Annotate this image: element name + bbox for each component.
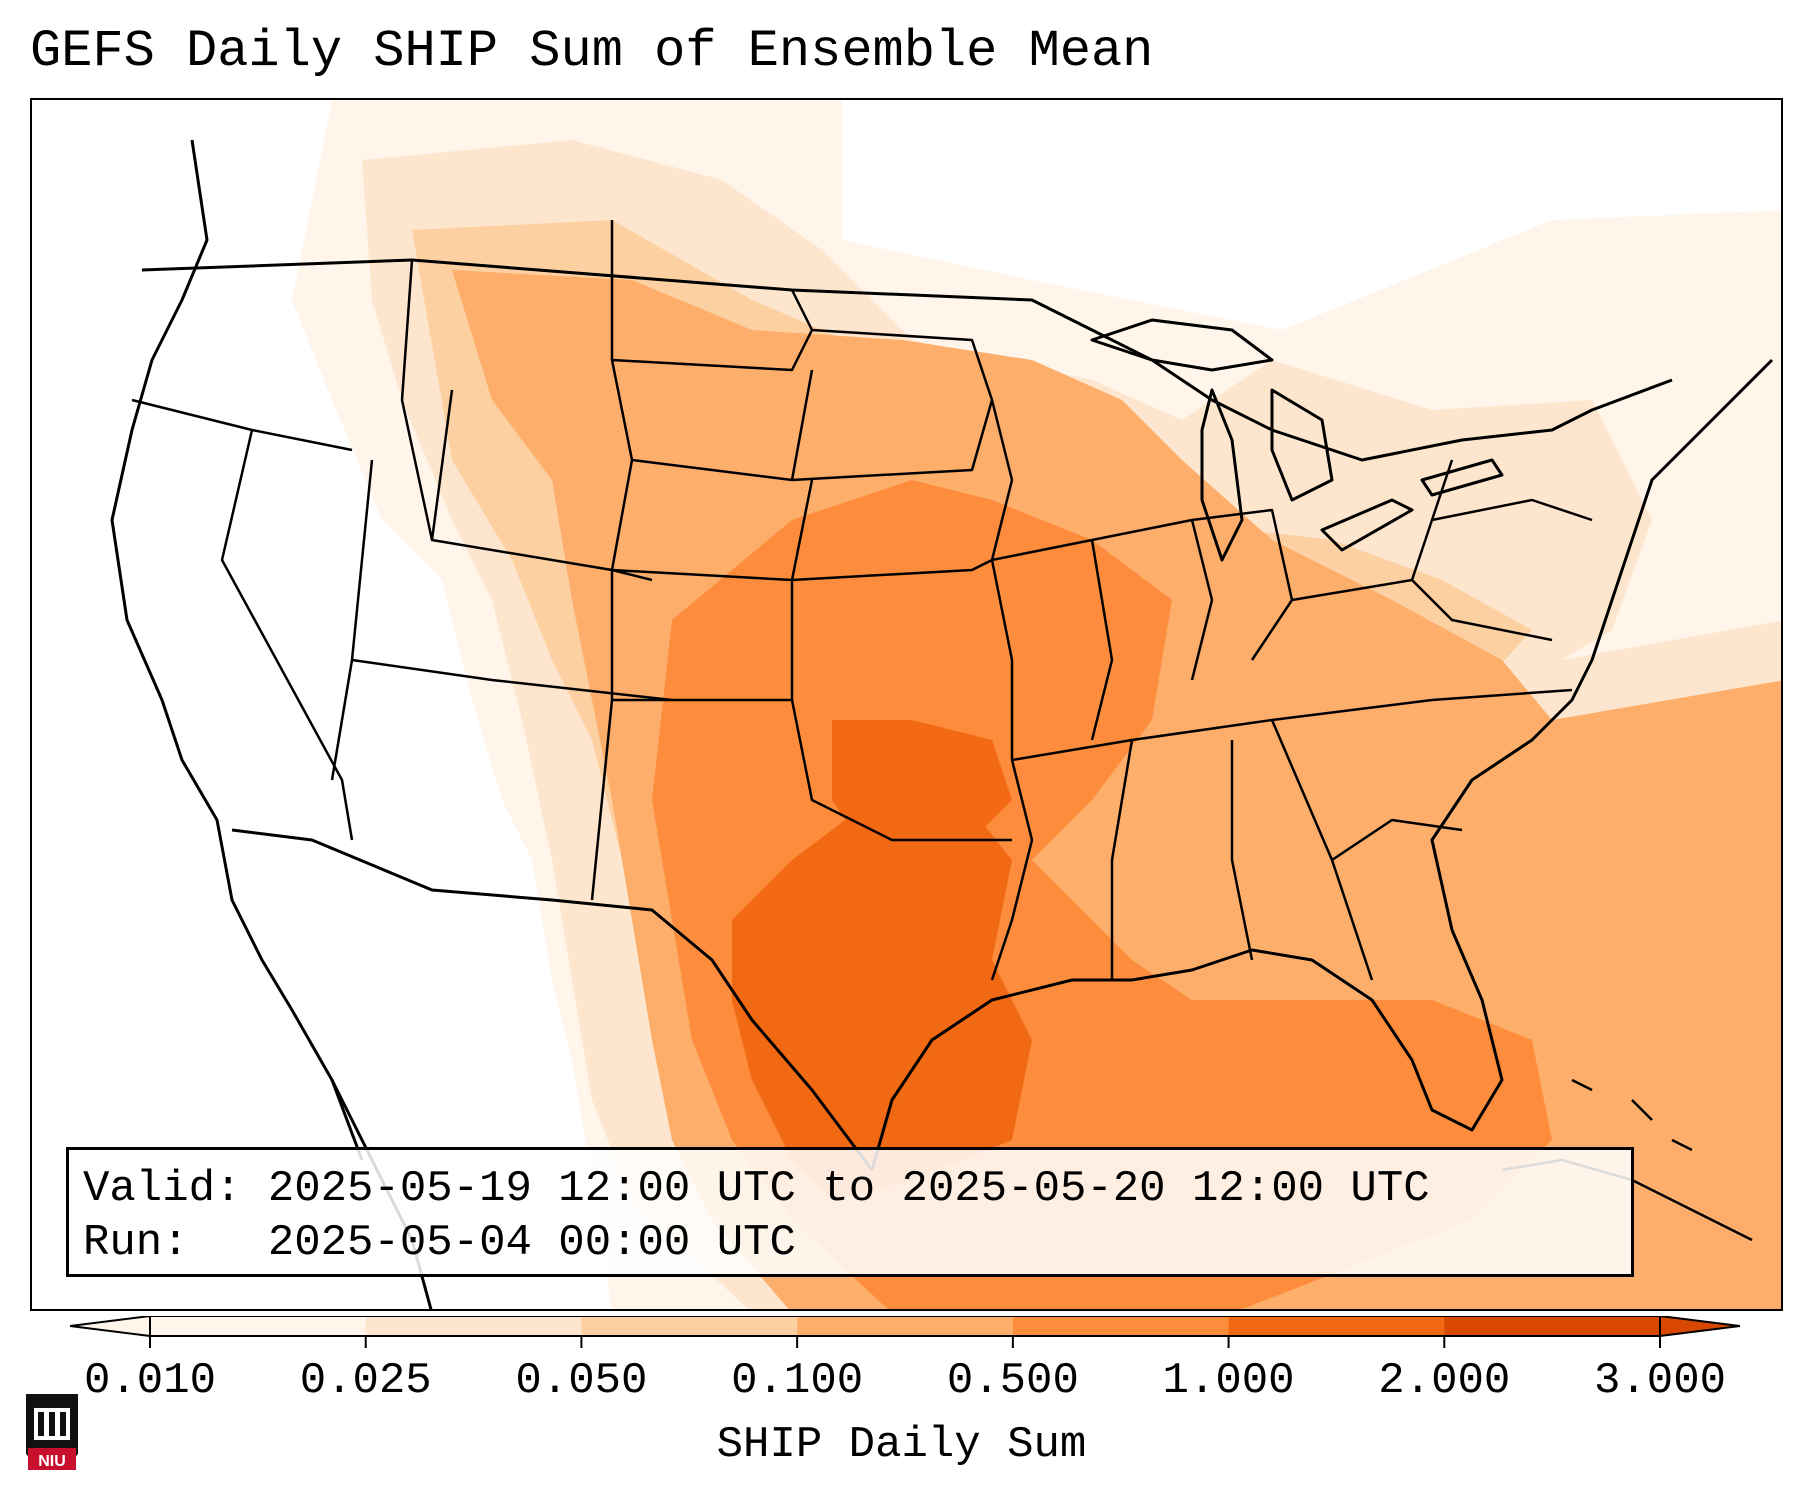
colorbar <box>70 1316 1740 1360</box>
colorbar-segment <box>150 1316 366 1336</box>
colorbar-extend-high <box>1660 1316 1740 1336</box>
colorbar-label: SHIP Daily Sum <box>0 1420 1803 1470</box>
colorbar-segments <box>150 1316 1661 1336</box>
colorbar-segment <box>366 1316 582 1336</box>
map-svg <box>32 100 1783 1311</box>
run-value: 2025-05-04 00:00 UTC <box>268 1218 796 1268</box>
map-title: GEFS Daily SHIP Sum of Ensemble Mean <box>30 22 1153 82</box>
colorbar-segment <box>581 1316 797 1336</box>
map-panel[interactable] <box>30 98 1783 1311</box>
colorbar-segment <box>797 1316 1013 1336</box>
ship-shading <box>292 100 1783 1311</box>
colorbar-extend-low <box>70 1316 150 1336</box>
valid-run-box: Valid: 2025-05-19 12:00 UTC to 2025-05-2… <box>66 1147 1634 1277</box>
valid-value: 2025-05-19 12:00 UTC to 2025-05-20 12:00… <box>268 1164 1430 1214</box>
colorbar-tick-label: 0.100 <box>731 1356 863 1406</box>
colorbar-tick-label: 3.000 <box>1594 1356 1726 1406</box>
colorbar-tick-label: 0.010 <box>84 1356 216 1406</box>
niu-logo-text: NIU <box>38 1453 66 1470</box>
colorbar-segment <box>1013 1316 1229 1336</box>
colorbar-segment <box>1444 1316 1660 1336</box>
colorbar-tick-label: 0.050 <box>515 1356 647 1406</box>
colorbar-tick-label: 1.000 <box>1163 1356 1295 1406</box>
colorbar-tick-label: 2.000 <box>1378 1356 1510 1406</box>
colorbar-tick-label: 0.025 <box>300 1356 432 1406</box>
colorbar-tick-label: 0.500 <box>947 1356 1079 1406</box>
valid-label: Valid: <box>83 1164 241 1214</box>
niu-logo-icon: NIU <box>20 1384 84 1484</box>
colorbar-segment <box>1229 1316 1445 1336</box>
colorbar-ticks <box>150 1336 1660 1348</box>
run-label: Run: <box>83 1218 189 1268</box>
